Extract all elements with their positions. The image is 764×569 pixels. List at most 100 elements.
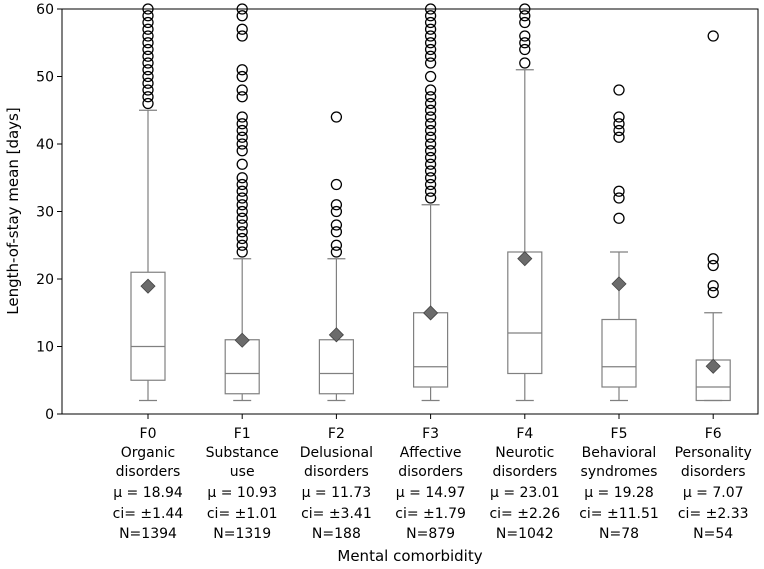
outlier-point: [142, 37, 154, 49]
outlier-point: [424, 84, 437, 96]
box-group: [130, 3, 166, 402]
iqr-box: [224, 339, 260, 395]
outlier-point: [424, 192, 437, 204]
outlier-point: [424, 151, 437, 164]
outlier-point: [424, 124, 437, 137]
iqr-box: [130, 271, 166, 381]
outlier-point: [142, 10, 154, 22]
x-category-label: ci= ±3.41: [301, 506, 372, 522]
outlier-point: [613, 185, 625, 197]
outlier-point: [236, 145, 248, 157]
x-category-label: F6: [705, 426, 722, 442]
outlier-point: [424, 165, 437, 177]
outlier-point: [424, 16, 437, 29]
outlier-point: [142, 57, 154, 69]
outlier-point: [330, 246, 343, 258]
outlier-point: [142, 16, 154, 29]
box-group: [695, 30, 731, 402]
outlier-point: [330, 239, 343, 251]
x-category-label: μ = 14.97: [396, 485, 466, 501]
x-category-label: ci= ±1.79: [395, 506, 466, 522]
mean-marker: [328, 327, 344, 343]
outlier-point: [519, 57, 531, 69]
x-category-label: Neurotic: [495, 445, 554, 461]
outlier-point: [142, 97, 154, 110]
x-category-label: disorders: [304, 464, 369, 480]
x-category-label: μ = 23.01: [490, 485, 560, 501]
outlier-point: [424, 70, 437, 83]
outlier-point: [707, 286, 719, 299]
outlier-point: [236, 91, 248, 103]
mean-marker: [234, 332, 250, 348]
outlier-point: [613, 124, 625, 137]
outlier-point: [142, 30, 154, 42]
outlier-point: [707, 259, 719, 272]
outlier-point: [236, 178, 248, 191]
x-category-label: Affective: [400, 445, 462, 461]
outlier-point: [236, 10, 248, 22]
outlier-point: [236, 158, 248, 170]
x-category-label: Organic: [121, 445, 175, 461]
x-category-label: disorders: [681, 464, 746, 480]
outlier-point: [236, 70, 248, 83]
outlier-point: [424, 30, 437, 42]
outlier-point: [424, 185, 437, 197]
x-category-label: F5: [611, 426, 628, 442]
y-tick-label: 60: [36, 2, 54, 18]
mean-marker: [517, 251, 533, 267]
y-tick-label: 20: [36, 272, 54, 288]
outlier-point: [142, 23, 154, 35]
outlier-point: [236, 111, 248, 123]
outlier-point: [424, 158, 437, 170]
iqr-box: [413, 312, 449, 388]
y-tick-label: 10: [36, 340, 54, 356]
outlier-point: [142, 91, 154, 103]
outlier-point: [330, 219, 343, 231]
outlier-point: [519, 10, 531, 22]
iqr-box: [507, 251, 543, 375]
outlier-point: [424, 50, 437, 62]
x-category-label: N=1394: [119, 526, 177, 542]
outlier-point: [424, 145, 437, 157]
x-category-label: disorders: [492, 464, 557, 480]
mean-marker: [705, 358, 721, 374]
box-group: [318, 111, 354, 402]
x-category-label: F4: [516, 426, 533, 442]
x-category-label: μ = 19.28: [584, 485, 654, 501]
x-category-label: μ = 7.07: [683, 485, 744, 501]
y-tick-label: 50: [36, 70, 54, 86]
x-category-label: disorders: [398, 464, 463, 480]
mean-marker: [611, 276, 627, 292]
outlier-point: [236, 199, 248, 211]
x-category-label: Personality: [675, 445, 752, 461]
box-group: [601, 84, 637, 402]
x-category-label: μ = 10.93: [207, 485, 277, 501]
mean-marker: [423, 305, 439, 321]
iqr-box: [318, 339, 354, 395]
outlier-point: [613, 212, 625, 224]
outlier-point: [236, 226, 248, 238]
outlier-point: [424, 104, 437, 116]
outlier-point: [236, 192, 248, 204]
outlier-point: [424, 178, 437, 191]
x-category-label: N=188: [312, 526, 361, 542]
outlier-point: [142, 64, 154, 76]
box-group: [224, 3, 260, 402]
y-tick-label: 30: [36, 205, 54, 221]
outlier-point: [236, 205, 248, 218]
outlier-point: [236, 185, 248, 197]
outlier-point: [519, 30, 531, 42]
x-category-label: N=78: [599, 526, 639, 542]
outlier-point: [613, 84, 625, 96]
x-category-label: μ = 11.73: [302, 485, 372, 501]
y-axis: 0 10 20 30 40 50 60: [36, 2, 62, 423]
outlier-point: [236, 138, 248, 150]
x-category-label: ci= ±2.26: [489, 506, 560, 522]
x-category-label: F0: [140, 426, 157, 442]
outlier-point: [330, 111, 343, 123]
outlier-point: [424, 118, 437, 130]
outlier-point: [142, 50, 154, 62]
outlier-point: [330, 178, 343, 191]
outlier-point: [236, 84, 248, 96]
x-category-label: N=1319: [213, 526, 271, 542]
